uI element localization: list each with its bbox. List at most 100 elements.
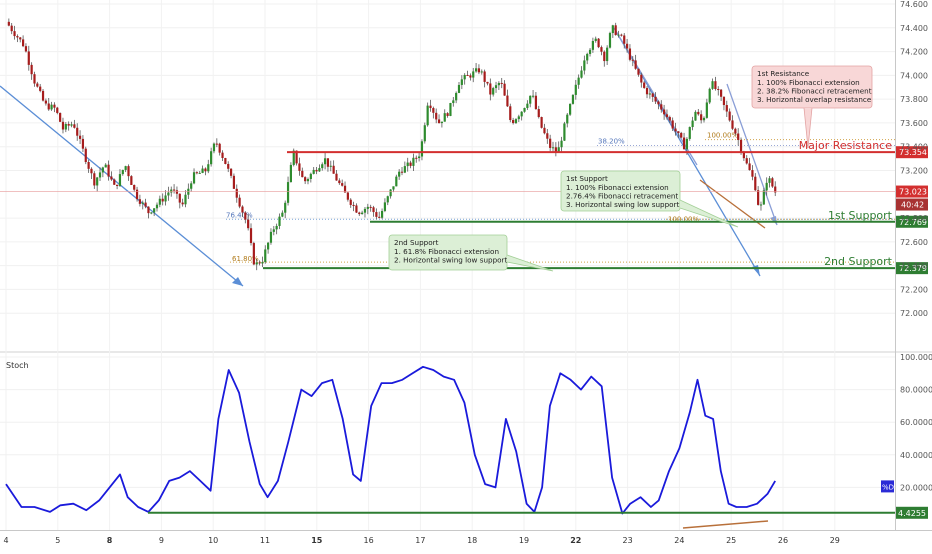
candle-body: [76, 127, 79, 136]
candle-body: [645, 87, 649, 95]
candle-body: [335, 173, 338, 181]
candle-body: [13, 31, 16, 37]
candle-body: [509, 106, 512, 121]
candle-body: [267, 242, 270, 250]
candle-body: [571, 94, 575, 104]
candle-body: [121, 169, 124, 175]
candle-body: [472, 71, 475, 78]
candle-body: [694, 111, 697, 121]
candle-body: [53, 104, 56, 108]
candle-body: [620, 34, 623, 36]
candle-body: [363, 208, 367, 213]
candle-body: [366, 206, 369, 209]
candle-body: [674, 128, 677, 132]
annotation-title: 2nd Support: [394, 238, 439, 247]
candle-body: [700, 114, 703, 121]
candle-body: [258, 262, 261, 264]
candle-body: [654, 96, 657, 102]
candle-body: [215, 143, 218, 145]
candle-body: [412, 157, 415, 166]
candle-body: [289, 164, 292, 183]
candle-body: [190, 183, 193, 189]
candle-body: [207, 164, 210, 172]
candles: [7, 18, 777, 271]
candle-body: [660, 104, 663, 110]
candle-body: [449, 103, 452, 116]
candle-body: [748, 163, 751, 171]
candle-body: [711, 81, 714, 89]
candle-body: [144, 202, 147, 207]
candle-body: [517, 116, 520, 120]
candle-body: [21, 39, 25, 47]
candle-body: [474, 68, 478, 72]
candle-body: [651, 93, 654, 97]
candle-body: [731, 120, 734, 129]
candle-body: [625, 43, 629, 49]
candle-body: [543, 127, 546, 134]
candle-body: [751, 170, 754, 177]
candle-body: [506, 95, 509, 107]
price-tick-label: 73.800: [900, 95, 928, 104]
candle-body: [714, 81, 717, 90]
stoch-badge-label: %D: [882, 483, 894, 491]
candle-body: [41, 90, 45, 101]
candle-body: [754, 176, 757, 191]
candle-body: [101, 167, 104, 173]
candle-body: [221, 152, 224, 159]
candle-body: [426, 105, 429, 126]
candle-body: [278, 216, 281, 226]
candle-body: [514, 119, 518, 124]
price-tick-label: 72.600: [900, 238, 928, 247]
candle-body: [198, 172, 201, 174]
candle-body: [261, 262, 264, 264]
candle-body: [329, 165, 332, 167]
price-tick-label: 72.400: [900, 262, 928, 271]
candle-body: [455, 92, 458, 101]
candle-body: [680, 132, 683, 138]
countdown-label: 40:42: [901, 201, 924, 210]
candle-body: [44, 100, 47, 104]
candle-body: [557, 147, 560, 153]
candle-body: [611, 25, 614, 34]
candle-body: [138, 199, 142, 204]
last-price-tag: [896, 185, 928, 198]
candle-body: [757, 190, 760, 205]
candle-body: [218, 143, 221, 153]
fib-level-label: 61.80%: [232, 255, 259, 263]
candle-body: [204, 168, 207, 172]
annotation-pointer: [679, 199, 739, 228]
candle-body: [463, 74, 466, 80]
candle-body: [409, 162, 412, 166]
candle-body: [580, 70, 583, 78]
annotation-line: 1. 100% Fibonacci extension: [566, 183, 669, 192]
candle-body: [252, 243, 255, 265]
candle-body: [460, 79, 463, 85]
candle-body: [167, 192, 170, 196]
candle-body: [392, 186, 395, 190]
candle-body: [685, 138, 689, 150]
candle-body: [326, 158, 330, 167]
candle-body: [566, 114, 569, 124]
time-tick-label: 5: [55, 536, 60, 545]
candle-body: [298, 163, 301, 171]
candle-body: [255, 262, 258, 265]
price-tick-label: 72.000: [900, 309, 928, 318]
candle-body: [147, 206, 150, 214]
candle-body: [238, 197, 241, 207]
candle-body: [529, 95, 532, 104]
candle-body: [172, 189, 176, 191]
support-resistance-levels: Major Resistance 73.354 1st Support 72.769 2…: [0, 139, 928, 275]
price-tick-label: 72.800: [900, 214, 928, 223]
candle-body: [671, 120, 674, 129]
annotation-pointer: [803, 107, 813, 149]
candle-body: [688, 127, 691, 139]
candle-body: [59, 112, 62, 122]
candle-body: [435, 112, 438, 120]
candle-body: [141, 202, 144, 204]
fib-level-label: 76.40%: [226, 211, 253, 219]
arrow-head: [232, 277, 243, 286]
candle-body: [292, 150, 295, 165]
candle-body: [452, 100, 455, 104]
candle-body: [682, 137, 686, 150]
